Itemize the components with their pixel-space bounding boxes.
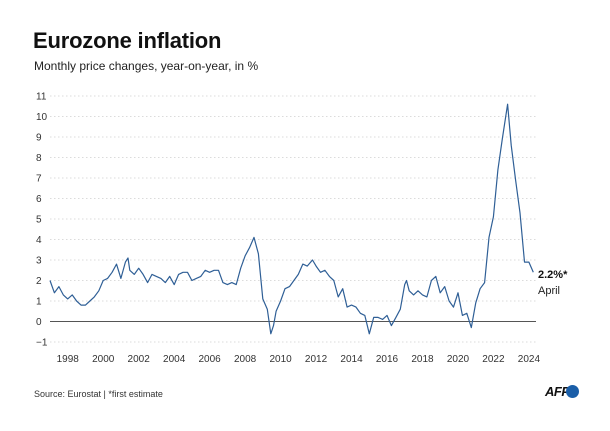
x-tick-label: 2002 [128,354,151,365]
x-tick-label: 2016 [376,354,399,365]
y-tick-label: 1 [36,297,42,308]
y-tick-label: 6 [36,194,42,205]
y-tick-label: 9 [36,133,42,144]
afp-logo-dot-icon [566,385,579,398]
y-tick-label: 0 [36,317,42,328]
x-tick-label: 1998 [57,354,80,365]
x-tick-label: 2018 [411,354,434,365]
x-tick-label: 2008 [234,354,257,365]
y-tick-label: 4 [36,235,42,246]
y-tick-label: 5 [36,215,42,226]
series-line [49,103,534,335]
y-tick-label: 11 [36,92,47,103]
y-tick-label: −1 [36,338,48,349]
y-tick-label: 3 [36,256,42,267]
y-tick-label: 8 [36,153,42,164]
x-tick-label: 2000 [92,354,115,365]
x-tick-label: 2010 [269,354,292,365]
source-note: Source: Eurostat | *first estimate [34,389,163,399]
x-tick-label: 2014 [340,354,363,365]
annotation-value: 2.2%* [538,269,568,281]
x-tick-label: 2022 [482,354,505,365]
x-tick-label: 2020 [447,354,470,365]
annotation-label: April [538,285,560,297]
x-tick-label: 2004 [163,354,186,365]
x-tick-label: 2012 [305,354,328,365]
x-tick-label: 2006 [199,354,222,365]
chart-title: Eurozone inflation [33,28,222,53]
y-tick-label: 7 [36,174,42,185]
y-tick-label: 2 [36,276,42,287]
y-tick-label: 10 [36,112,48,123]
afp-logo: AFP [545,384,570,399]
x-tick-label: 2024 [518,354,541,365]
chart-subtitle: Monthly price changes, year-on-year, in … [34,59,259,73]
